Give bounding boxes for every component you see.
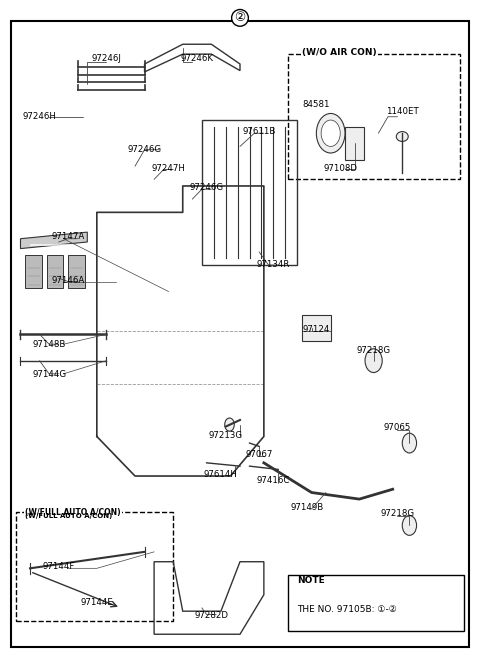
Text: 97067: 97067: [245, 449, 273, 459]
Text: THE NO. 97105B: ①-②: THE NO. 97105B: ①-②: [297, 606, 397, 614]
Bar: [68, 255, 85, 288]
Text: 97246H: 97246H: [23, 113, 57, 121]
Bar: [47, 255, 63, 288]
Text: 97247H: 97247H: [152, 164, 185, 173]
Ellipse shape: [321, 120, 340, 146]
Text: 97282D: 97282D: [194, 611, 228, 620]
Text: ②: ②: [234, 11, 246, 24]
Text: 97147A: 97147A: [51, 232, 85, 241]
Text: 97416C: 97416C: [257, 476, 290, 485]
Text: 97246J: 97246J: [92, 54, 121, 64]
Circle shape: [225, 418, 234, 431]
Ellipse shape: [316, 113, 345, 153]
Text: 1140ET: 1140ET: [386, 107, 419, 116]
Ellipse shape: [396, 132, 408, 142]
Text: 97218G: 97218G: [381, 509, 415, 518]
Text: 97144F: 97144F: [42, 562, 75, 571]
Text: 84581: 84581: [302, 101, 330, 109]
Text: 97144E: 97144E: [80, 598, 113, 607]
Circle shape: [402, 516, 417, 536]
Text: 97144G: 97144G: [32, 370, 66, 379]
Text: 97149B: 97149B: [290, 502, 324, 512]
Bar: [202, 120, 297, 265]
Text: 97246G: 97246G: [190, 183, 224, 193]
Circle shape: [402, 433, 417, 453]
Text: 97065: 97065: [384, 424, 411, 432]
Text: 97218G: 97218G: [357, 346, 391, 355]
Text: 97614H: 97614H: [204, 469, 238, 479]
Polygon shape: [21, 232, 87, 249]
Text: 97246K: 97246K: [180, 54, 214, 64]
Text: (W/O AIR CON): (W/O AIR CON): [302, 48, 377, 58]
Bar: [345, 126, 364, 160]
Text: 97611B: 97611B: [242, 126, 276, 136]
Text: 97246G: 97246G: [128, 145, 162, 154]
Text: (W/FULL AUTO A/CON): (W/FULL AUTO A/CON): [25, 508, 121, 517]
Text: (W/FULL AUTO A/CON): (W/FULL AUTO A/CON): [25, 513, 112, 519]
Text: 97213G: 97213G: [209, 431, 243, 440]
Text: 97148B: 97148B: [33, 340, 66, 349]
Bar: [302, 314, 331, 341]
Text: NOTE: NOTE: [297, 576, 325, 585]
Text: 97124: 97124: [303, 324, 330, 334]
Circle shape: [365, 349, 382, 373]
Bar: [25, 255, 42, 288]
Text: 97108D: 97108D: [323, 164, 357, 173]
Text: 97134R: 97134R: [257, 260, 290, 269]
Text: 97146A: 97146A: [51, 277, 85, 285]
